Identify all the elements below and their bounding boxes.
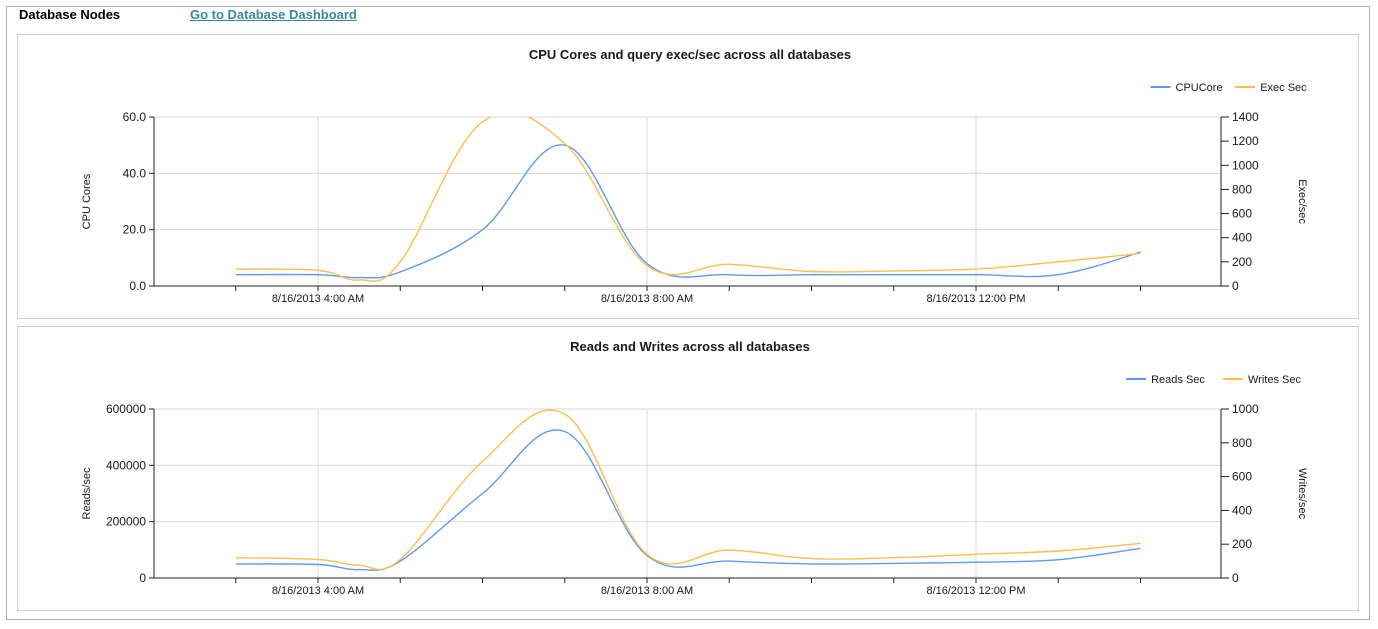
right-tick-label: 1000 (1232, 158, 1259, 172)
right-tick-label: 800 (1232, 182, 1252, 196)
left-tick-label: 20.0 (123, 223, 147, 237)
cpu-exec-chart: CPU Cores and query exec/sec across all … (81, 47, 1308, 305)
right-tick-label: 1000 (1232, 402, 1259, 416)
left-tick-label: 200000 (106, 515, 146, 529)
legend-label-series-1: CPUCore (1176, 82, 1223, 94)
x-tick-label: 8/16/2013 8:00 AM (601, 585, 693, 597)
right-tick-label: 0 (1232, 279, 1239, 293)
chart-title: CPU Cores and query exec/sec across all … (529, 47, 851, 62)
reads-writes-chart: Reads and Writes across all databases Rea… (81, 339, 1308, 597)
left-tick-label: 0.0 (129, 279, 146, 293)
left-axis-title: CPU Cores (81, 173, 93, 229)
x-tick-label: 8/16/2013 4:00 AM (272, 293, 364, 305)
right-tick-label: 600 (1232, 207, 1252, 221)
right-tick-label: 200 (1232, 537, 1252, 551)
right-tick-label: 200 (1232, 255, 1252, 269)
x-tick-label: 8/16/2013 12:00 PM (926, 585, 1025, 597)
right-tick-label: 400 (1232, 231, 1252, 245)
left-tick-label: 0 (139, 571, 146, 585)
reads-writes-chart-panel: Reads and Writes across all databases Rea… (17, 326, 1359, 611)
series-line-1 (235, 144, 1141, 279)
page-title: Database Nodes (19, 7, 121, 22)
left-tick-label: 600000 (106, 402, 146, 416)
right-tick-label: 0 (1232, 571, 1239, 585)
series-line-1 (235, 429, 1141, 571)
right-tick-label: 600 (1232, 470, 1252, 484)
series-line-2 (235, 117, 1141, 282)
left-tick-label: 60.0 (123, 110, 147, 124)
right-tick-label: 400 (1232, 503, 1252, 517)
x-tick-label: 8/16/2013 8:00 AM (601, 293, 693, 305)
right-tick-label: 800 (1232, 436, 1252, 450)
left-tick-label: 400000 (106, 458, 146, 472)
x-tick-label: 8/16/2013 12:00 PM (926, 293, 1025, 305)
left-axis-title: Reads/sec (81, 467, 93, 519)
chart-title: Reads and Writes across all databases (570, 339, 810, 354)
right-tick-label: 1400 (1232, 110, 1259, 124)
legend-label-series-1: Reads Sec (1151, 374, 1205, 386)
right-axis-title: Exec/sec (1296, 179, 1308, 224)
series-line-2 (235, 409, 1141, 571)
cpu-exec-chart-panel: CPU Cores and query exec/sec across all … (17, 34, 1359, 319)
left-tick-label: 40.0 (123, 166, 147, 180)
right-axis-title: Writes/sec (1296, 468, 1308, 520)
database-dashboard-link[interactable]: Go to Database Dashboard (190, 7, 357, 22)
legend-label-series-2: Writes Sec (1248, 374, 1301, 386)
page-frame (6, 6, 1370, 620)
right-tick-label: 1200 (1232, 134, 1259, 148)
x-tick-label: 8/16/2013 4:00 AM (272, 585, 364, 597)
legend-label-series-2: Exec Sec (1260, 82, 1307, 94)
